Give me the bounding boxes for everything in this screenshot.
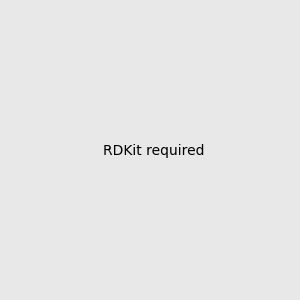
Text: RDKit required: RDKit required bbox=[103, 145, 205, 158]
